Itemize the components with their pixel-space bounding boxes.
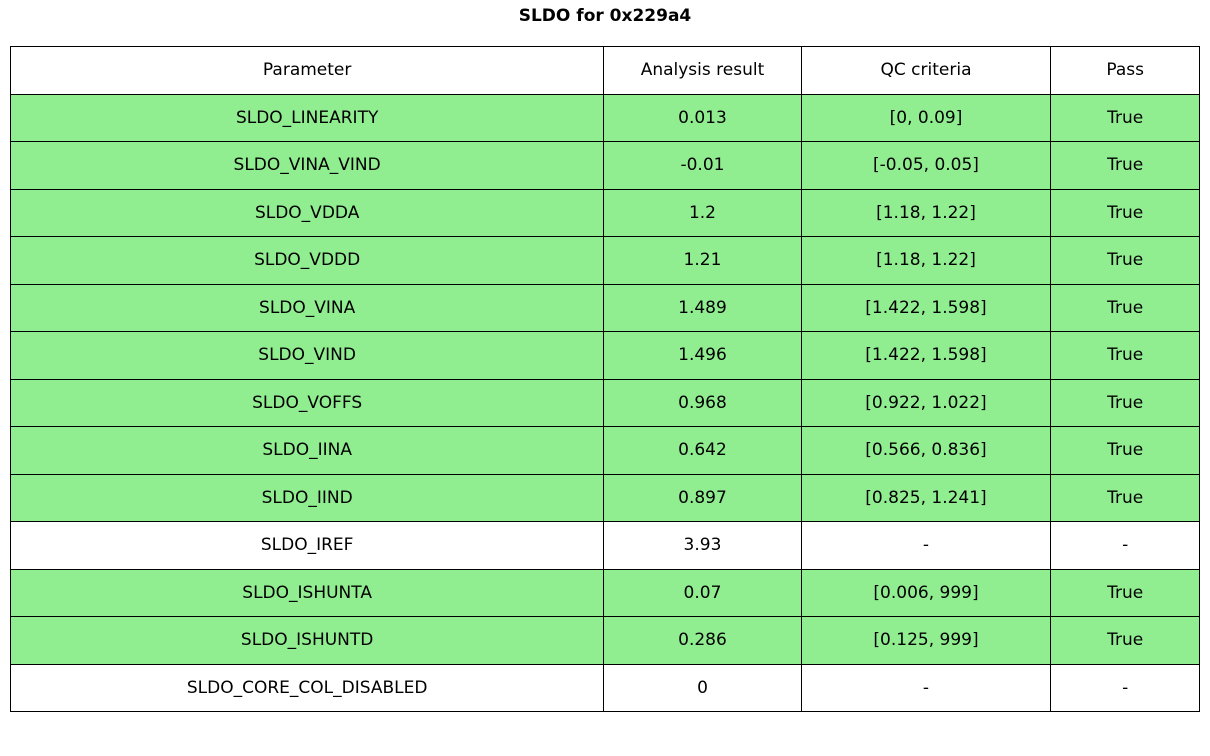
cell-result: 3.93 (603, 521, 802, 570)
cell-criteria: [0.006, 999] (800, 568, 1052, 617)
cell-parameter: SLDO_VIND (9, 331, 605, 380)
cell-criteria: [0, 0.09] (800, 93, 1052, 142)
cell-criteria: [-0.05, 0.05] (800, 141, 1052, 190)
cell-result: 1.489 (603, 283, 802, 332)
qc-results-table: Parameter Analysis result QC criteria Pa… (9, 46, 1200, 712)
cell-parameter: SLDO_VDDA (9, 188, 605, 237)
cell-pass: True (1050, 93, 1200, 142)
cell-criteria: [0.825, 1.241] (800, 473, 1052, 522)
cell-parameter: SLDO_VINA (9, 283, 605, 332)
cell-result: 0 (603, 663, 802, 712)
table-row: SLDO_VDDD 1.21 [1.18, 1.22] True (9, 236, 1200, 285)
cell-parameter: SLDO_VDDD (9, 236, 605, 285)
cell-pass: True (1050, 283, 1200, 332)
cell-result: 0.286 (603, 616, 802, 665)
cell-criteria: [0.922, 1.022] (800, 378, 1052, 427)
cell-criteria: [0.125, 999] (800, 616, 1052, 665)
cell-parameter: SLDO_LINEARITY (9, 93, 605, 142)
table-row: SLDO_VOFFS 0.968 [0.922, 1.022] True (9, 378, 1200, 427)
cell-parameter: SLDO_ISHUNTD (9, 616, 605, 665)
cell-result: 1.2 (603, 188, 802, 237)
cell-parameter: SLDO_ISHUNTA (9, 568, 605, 617)
cell-pass: True (1050, 236, 1200, 285)
table-row: SLDO_IIND 0.897 [0.825, 1.241] True (9, 473, 1200, 522)
table-row: SLDO_ISHUNTD 0.286 [0.125, 999] True (9, 616, 1200, 665)
cell-parameter: SLDO_IIND (9, 473, 605, 522)
cell-parameter: SLDO_VOFFS (9, 378, 605, 427)
cell-parameter: SLDO_CORE_COL_DISABLED (9, 663, 605, 712)
cell-result: 0.013 (603, 93, 802, 142)
header-pass: Pass (1050, 46, 1200, 95)
table-row: SLDO_VINA_VIND -0.01 [-0.05, 0.05] True (9, 141, 1200, 190)
cell-criteria: [1.18, 1.22] (800, 188, 1052, 237)
cell-criteria: [1.18, 1.22] (800, 236, 1052, 285)
cell-pass: True (1050, 141, 1200, 190)
cell-pass: True (1050, 568, 1200, 617)
table-row: SLDO_LINEARITY 0.013 [0, 0.09] True (9, 93, 1200, 142)
cell-parameter: SLDO_VINA_VIND (9, 141, 605, 190)
cell-pass: - (1050, 663, 1200, 712)
cell-pass: - (1050, 521, 1200, 570)
table-row: SLDO_VINA 1.489 [1.422, 1.598] True (9, 283, 1200, 332)
cell-result: 0.642 (603, 426, 802, 475)
cell-criteria: [1.422, 1.598] (800, 331, 1052, 380)
header-qc-criteria: QC criteria (800, 46, 1052, 95)
page-title: SLDO for 0x229a4 (518, 6, 692, 26)
cell-result: 1.496 (603, 331, 802, 380)
table-row: SLDO_ISHUNTA 0.07 [0.006, 999] True (9, 568, 1200, 617)
table-row: SLDO_IREF 3.93- - (9, 521, 1200, 570)
cell-pass: True (1050, 331, 1200, 380)
table-row: SLDO_VDDA 1.2 [1.18, 1.22] True (9, 188, 1200, 237)
cell-result: 0.897 (603, 473, 802, 522)
table-row: SLDO_CORE_COL_DISABLED 0- - (9, 663, 1200, 712)
cell-result: -0.01 (603, 141, 802, 190)
header-parameter: Parameter (9, 46, 605, 95)
cell-result: 0.07 (603, 568, 802, 617)
cell-pass: True (1050, 188, 1200, 237)
table-row: SLDO_VIND 1.496 [1.422, 1.598] True (9, 331, 1200, 380)
cell-pass: True (1050, 378, 1200, 427)
header-analysis-result: Analysis result (603, 46, 802, 95)
cell-pass: True (1050, 616, 1200, 665)
cell-pass: True (1050, 426, 1200, 475)
cell-parameter: SLDO_IREF (9, 521, 605, 570)
cell-criteria: - (800, 663, 1052, 712)
cell-criteria: - (800, 521, 1052, 570)
cell-result: 1.21 (603, 236, 802, 285)
cell-pass: True (1050, 473, 1200, 522)
cell-criteria: [1.422, 1.598] (800, 283, 1052, 332)
table-header-row: Parameter Analysis result QC criteria Pa… (9, 46, 1200, 95)
cell-parameter: SLDO_IINA (9, 426, 605, 475)
table-row: SLDO_IINA 0.642 [0.566, 0.836] True (9, 426, 1200, 475)
cell-criteria: [0.566, 0.836] (800, 426, 1052, 475)
cell-result: 0.968 (603, 378, 802, 427)
